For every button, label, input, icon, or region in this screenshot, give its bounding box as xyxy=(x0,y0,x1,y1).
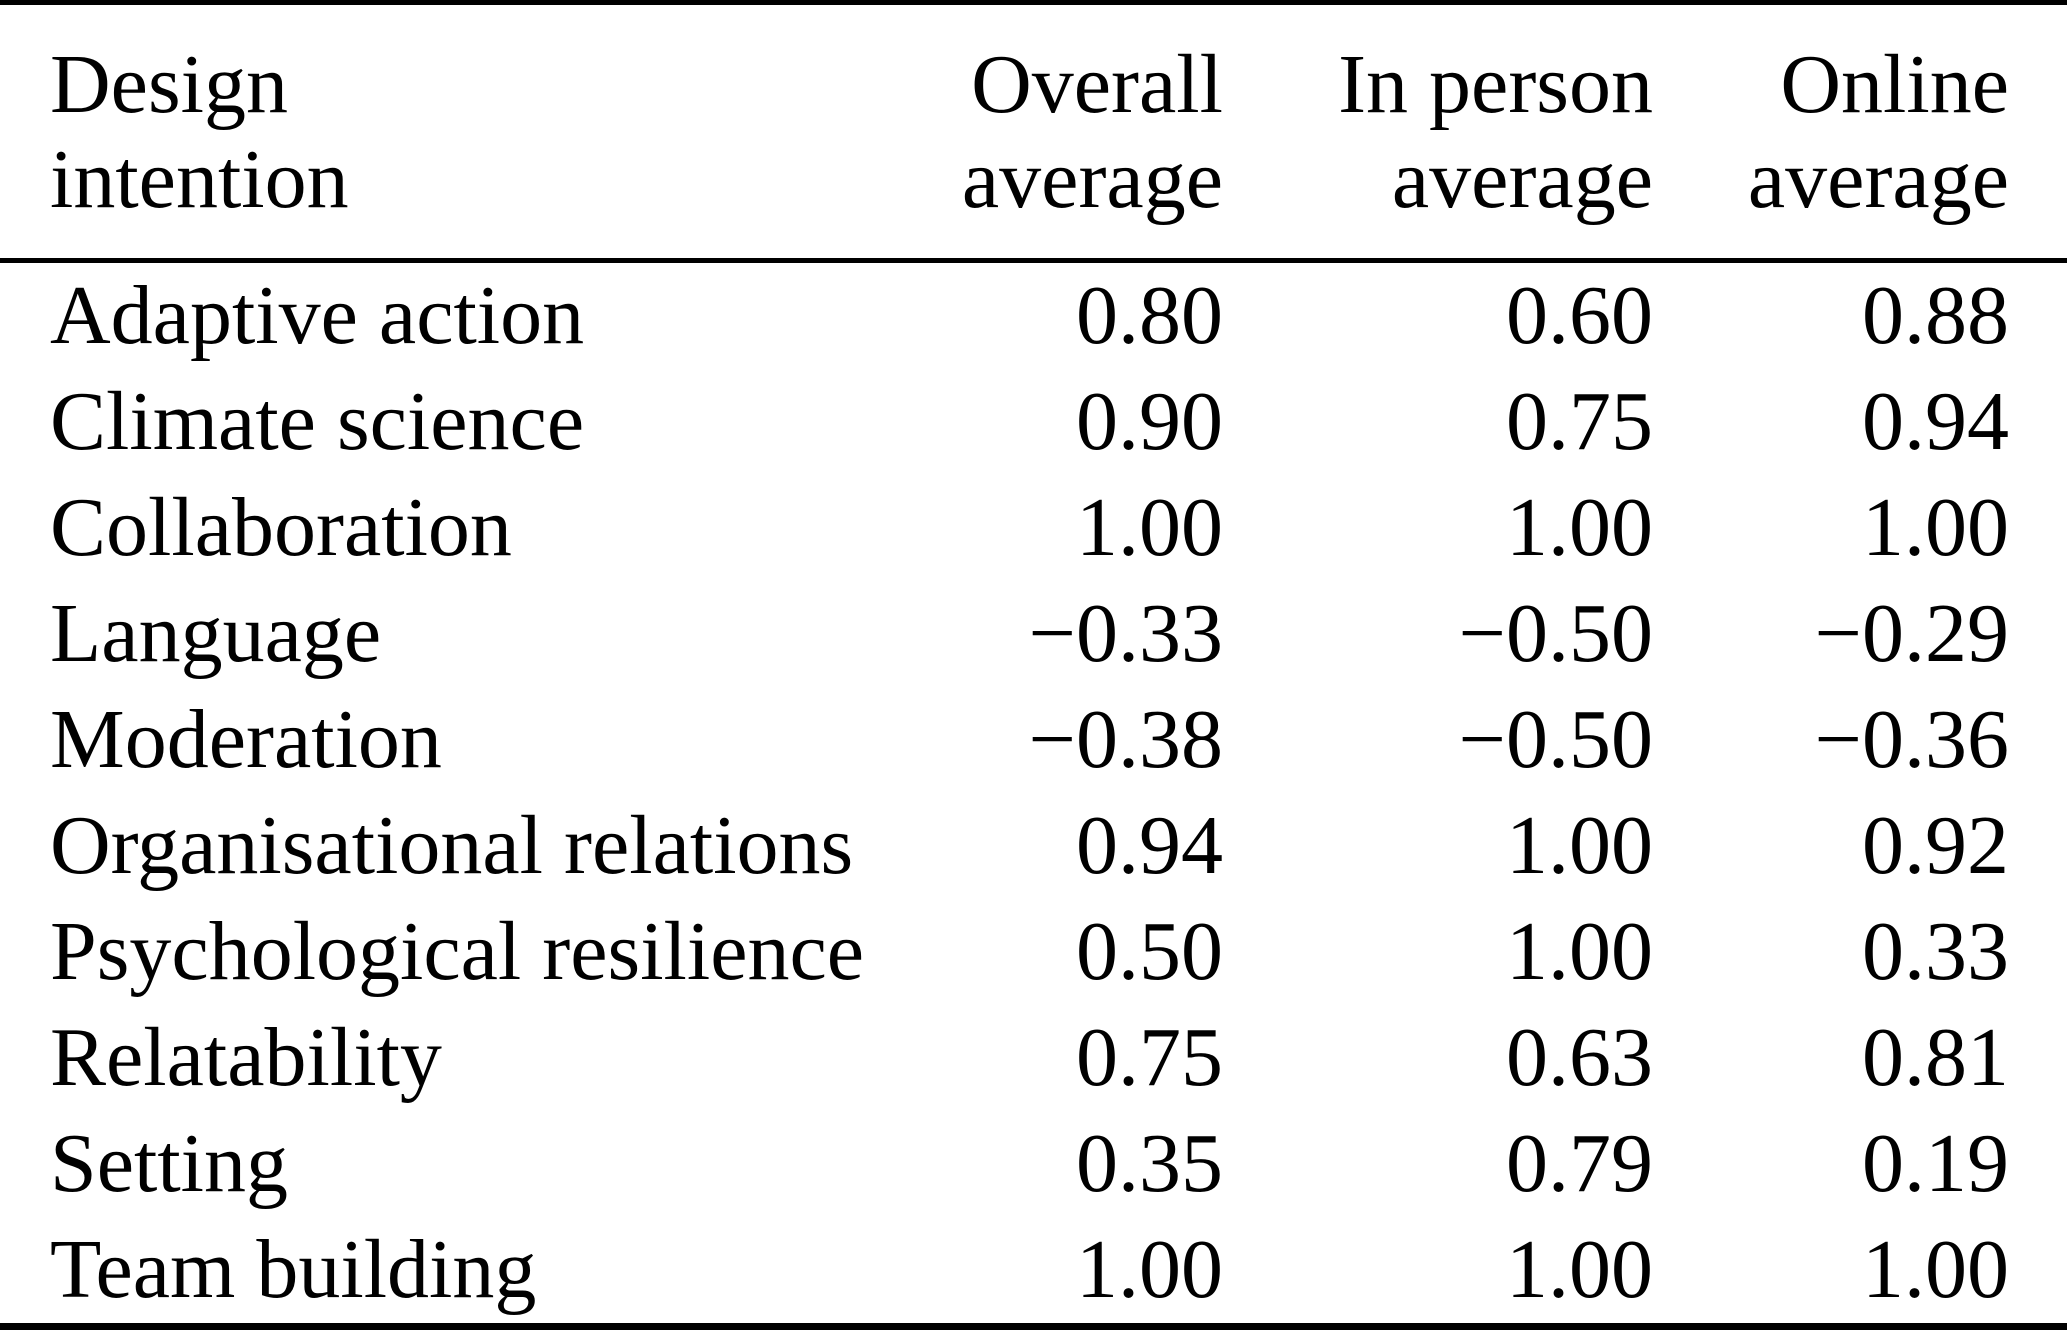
header-line-1: Overall xyxy=(971,37,1223,131)
overall-average-value: 0.90 xyxy=(1076,375,1223,468)
in-person-average-value: 1.00 xyxy=(1506,799,1653,892)
table-body: Adaptive action 0.80 0.60 0.88 Climate s… xyxy=(0,261,2067,1327)
overall-average-value: 0.80 xyxy=(1076,269,1223,362)
header-line-2: average xyxy=(1747,132,2009,226)
online-average-value: 1.00 xyxy=(1862,481,2009,574)
header-line-2: average xyxy=(1391,132,1653,226)
header-in-person-average: In person average xyxy=(1223,2,1653,263)
header-online-average: Online average xyxy=(1653,2,2067,263)
in-person-average-value: 0.63 xyxy=(1506,1011,1653,1104)
row-label: Organisational relations xyxy=(50,799,854,892)
header-line-2: intention xyxy=(50,132,349,226)
row-label: Climate science xyxy=(50,375,585,468)
row-label: Setting xyxy=(50,1117,289,1210)
in-person-average-value: −0.50 xyxy=(1458,693,1653,786)
table-header: Design intention Overall average In person… xyxy=(0,2,2067,263)
table-row: Adaptive action 0.80 0.60 0.88 xyxy=(0,261,2067,370)
overall-average-value: 1.00 xyxy=(1076,1223,1223,1316)
overall-average-value: −0.33 xyxy=(1028,587,1223,680)
header-line-1: Design xyxy=(50,37,288,131)
table-row: Setting 0.35 0.79 0.19 xyxy=(0,1111,2067,1217)
online-average-value: −0.29 xyxy=(1814,587,2009,680)
header-row: Design intention Overall average In person… xyxy=(0,2,2067,263)
table-row: Team building 1.00 1.00 1.00 xyxy=(0,1217,2067,1327)
online-average-value: 0.33 xyxy=(1862,905,2009,998)
header-line-1: Online xyxy=(1780,37,2009,131)
in-person-average-value: 1.00 xyxy=(1506,481,1653,574)
overall-average-value: 1.00 xyxy=(1076,481,1223,574)
row-label: Team building xyxy=(50,1223,537,1316)
table-row: Organisational relations 0.94 1.00 0.92 xyxy=(0,793,2067,899)
online-average-value: 0.81 xyxy=(1862,1011,2009,1104)
in-person-average-value: 1.00 xyxy=(1506,905,1653,998)
header-line-1: In person xyxy=(1338,37,1653,131)
table-row: Psychological resilience 0.50 1.00 0.33 xyxy=(0,899,2067,1005)
overall-average-value: 0.75 xyxy=(1076,1011,1223,1104)
header-design-intention: Design intention xyxy=(0,2,850,263)
online-average-value: −0.36 xyxy=(1814,693,2009,786)
row-label: Adaptive action xyxy=(50,269,585,362)
row-label: Psychological resilience xyxy=(50,905,865,998)
in-person-average-value: 0.79 xyxy=(1506,1117,1653,1210)
table-row: Collaboration 1.00 1.00 1.00 xyxy=(0,475,2067,581)
in-person-average-value: 0.60 xyxy=(1506,269,1653,362)
in-person-average-value: 1.00 xyxy=(1506,1223,1653,1316)
row-label: Relatability xyxy=(50,1011,442,1104)
table-row: Moderation −0.38 −0.50 −0.36 xyxy=(0,687,2067,793)
overall-average-value: −0.38 xyxy=(1028,693,1223,786)
online-average-value: 0.94 xyxy=(1862,375,2009,468)
table-row: Language −0.33 −0.50 −0.29 xyxy=(0,581,2067,687)
overall-average-value: 0.50 xyxy=(1076,905,1223,998)
table-row: Climate science 0.90 0.75 0.94 xyxy=(0,369,2067,475)
table-row: Relatability 0.75 0.63 0.81 xyxy=(0,1005,2067,1111)
row-label: Language xyxy=(50,587,382,680)
overall-average-value: 0.94 xyxy=(1076,799,1223,892)
header-line-2: average xyxy=(961,132,1223,226)
online-average-value: 0.92 xyxy=(1862,799,2009,892)
online-average-value: 0.88 xyxy=(1862,269,2009,362)
header-overall-average: Overall average xyxy=(850,2,1223,263)
online-average-value: 0.19 xyxy=(1862,1117,2009,1210)
overall-average-value: 0.35 xyxy=(1076,1117,1223,1210)
online-average-value: 1.00 xyxy=(1862,1223,2009,1316)
row-label: Moderation xyxy=(50,693,442,786)
row-label: Collaboration xyxy=(50,481,512,574)
in-person-average-value: −0.50 xyxy=(1458,587,1653,680)
in-person-average-value: 0.75 xyxy=(1506,375,1653,468)
